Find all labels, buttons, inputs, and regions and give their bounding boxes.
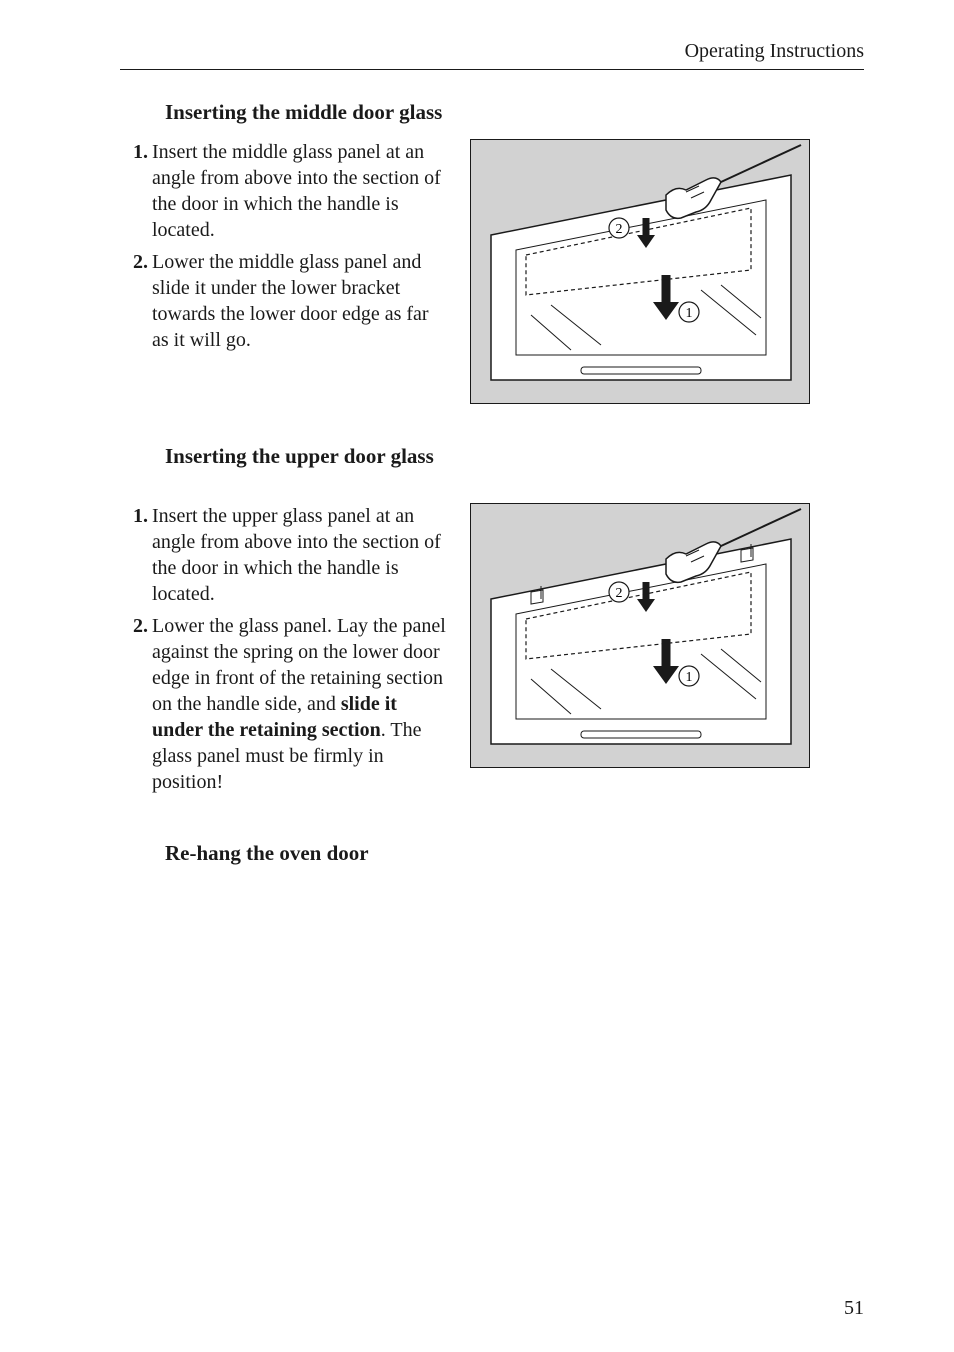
header-text: Operating Instructions [685,40,864,63]
callout-label: 2 [616,586,623,601]
step-item: 1. Insert the upper glass panel at an an… [120,503,450,607]
step-number: 2. [120,613,148,795]
step-item: 2. Lower the middle glass panel and slid… [120,249,450,353]
step-number: 2. [120,249,148,353]
steps-column: 1. Insert the upper glass panel at an an… [120,503,450,801]
callout-label: 2 [616,222,623,237]
content-row: 1. Insert the upper glass panel at an an… [120,503,864,801]
document-page: Operating Instructions Inserting the mid… [0,0,954,1352]
illustration-upper-glass: 2 1 [470,503,810,768]
callout-label: 1 [686,306,693,321]
section-upper-glass: Inserting the upper door glass 1. Insert… [120,444,864,801]
steps-column: 1. Insert the middle glass panel at an a… [120,139,450,404]
step-text: Insert the middle glass panel at an angl… [152,139,450,243]
step-item: 2. Lower the glass panel. Lay the panel … [120,613,450,795]
section-title: Inserting the upper door glass [165,444,864,469]
step-text: Insert the upper glass panel at an angle… [152,503,450,607]
oven-door-diagram-icon: 2 1 [471,504,811,769]
section-rehang: Re-hang the oven door [120,841,864,866]
step-number: 1. [120,139,148,243]
illustration-middle-glass: 2 1 [470,139,810,404]
step-text: Lower the middle glass panel and slide i… [152,249,450,353]
callout-label: 1 [686,670,693,685]
oven-door-diagram-icon: 2 1 [471,140,811,405]
section-title: Re-hang the oven door [165,841,864,866]
step-item: 1. Insert the middle glass panel at an a… [120,139,450,243]
step-text-plain: Lower the glass panel. Lay the panel aga… [152,615,446,715]
content-row: 1. Insert the middle glass panel at an a… [120,139,864,404]
section-middle-glass: Inserting the middle door glass 1. Inser… [120,100,864,404]
step-number: 1. [120,503,148,607]
step-text: Lower the glass panel. Lay the panel aga… [152,613,450,795]
section-title: Inserting the middle door glass [165,100,864,125]
page-number: 51 [844,1297,864,1320]
page-header-row: Operating Instructions [120,40,864,70]
